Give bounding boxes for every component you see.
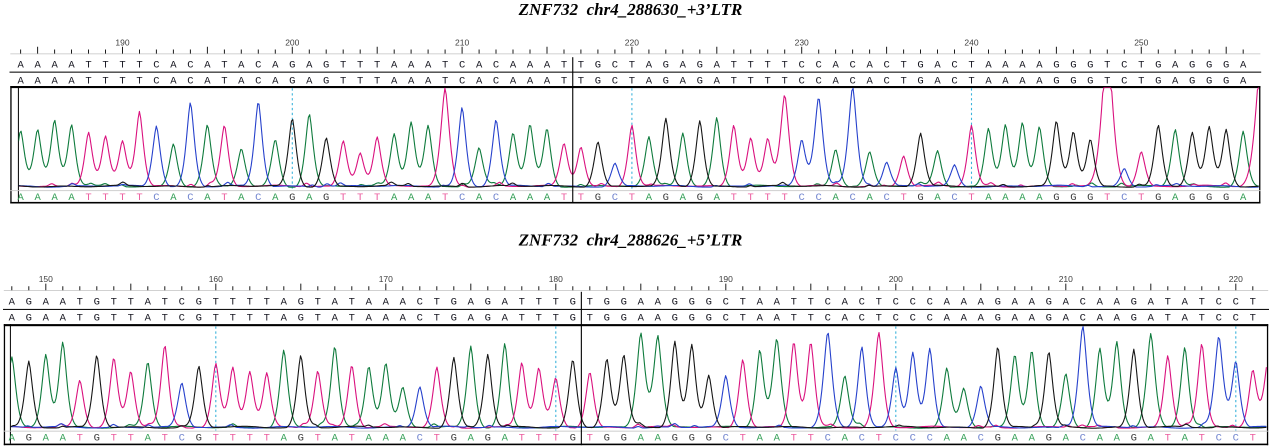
svg-text:ZNF732 chr4_288630_+3’LTR: ZNF732 chr4_288630_+3’LTR bbox=[518, 0, 743, 19]
svg-text:200: 200 bbox=[285, 38, 299, 48]
svg-text:AAAATTTTCACATACAGAGTTTAAATCACA: AAAATTTTCACATACAGAGTTTAAATCACAAATTGCTAGA… bbox=[17, 60, 1247, 72]
svg-text:160: 160 bbox=[209, 274, 223, 284]
svg-text:ZNF732 chr4_288626_+5’LTR: ZNF732 chr4_288626_+5’LTR bbox=[518, 230, 743, 249]
svg-text:190: 190 bbox=[719, 274, 733, 284]
svg-text:180: 180 bbox=[549, 274, 563, 284]
svg-text:210: 210 bbox=[1059, 274, 1073, 284]
svg-text:150: 150 bbox=[39, 274, 53, 284]
svg-text:190: 190 bbox=[115, 38, 129, 48]
svg-text:220: 220 bbox=[1229, 274, 1243, 284]
svg-text:230: 230 bbox=[795, 38, 809, 48]
svg-text:210: 210 bbox=[455, 38, 469, 48]
svg-text:240: 240 bbox=[964, 38, 978, 48]
svg-text:200: 200 bbox=[889, 274, 903, 284]
svg-text:220: 220 bbox=[625, 38, 639, 48]
svg-text:AAAATTTTCACATACAGAGTTTAAATCACA: AAAATTTTCACATACAGAGTTTAAATCACAAATTGCTAGA… bbox=[17, 75, 1247, 87]
svg-text:250: 250 bbox=[1134, 38, 1148, 48]
svg-text:170: 170 bbox=[379, 274, 393, 284]
